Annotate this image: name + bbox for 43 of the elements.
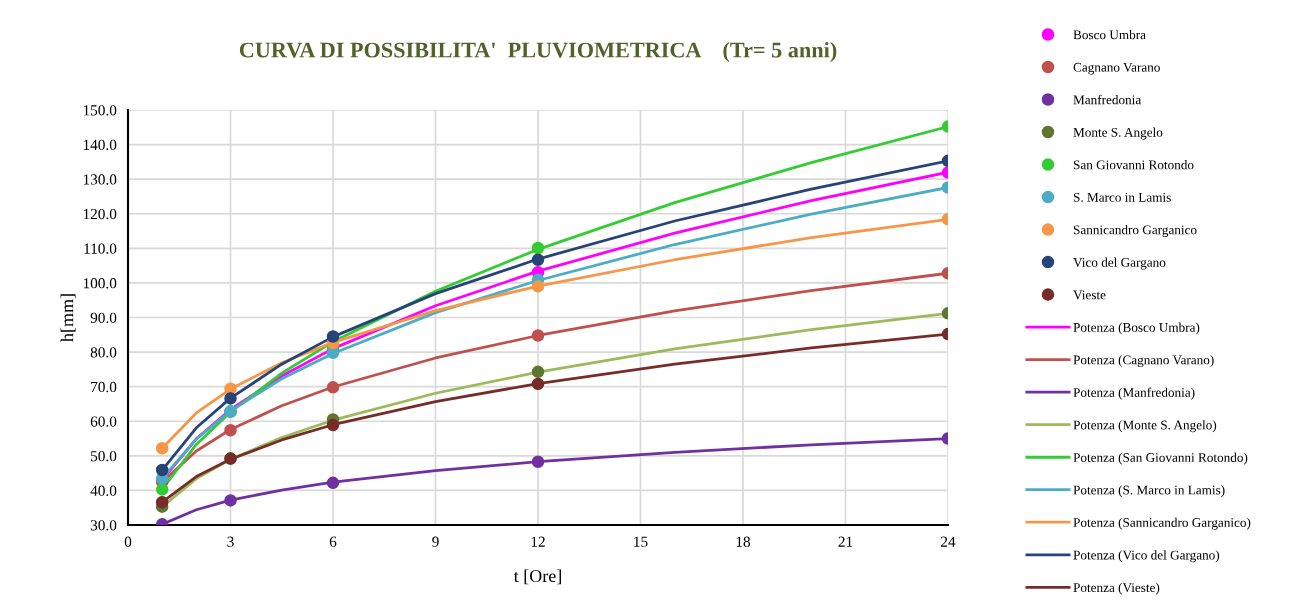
y-tick-label: 60.0 [90,416,117,427]
legend-label: Potenza (Bosco Umbra) [1073,322,1200,335]
legend-label: Cagnano Varano [1073,62,1160,75]
y-tick-label: 130.0 [83,174,117,185]
legend-label: Potenza (Vieste) [1073,582,1160,595]
chart-title: CURVA DI POSSIBILITA' PLUVIOMETRICA (Tr= 5 anni) [239,41,837,63]
y-tick-label: 30.0 [90,520,117,531]
y-tick-label: 80.0 [90,347,117,358]
x-tick-label: 9 [432,536,439,547]
legend-label: Vico del Gargano [1073,257,1166,270]
y-tick-label: 50.0 [91,450,117,462]
legend-label: Potenza (S. Marco in Lamis) [1073,485,1225,498]
legend-label: Potenza (San Giovanni Rotondo) [1073,452,1248,465]
legend-label: Manfredonia [1073,94,1142,105]
y-tick-label: 140.0 [83,139,117,151]
legend-label: Vieste [1073,290,1106,300]
legend-label: Sannicandro Garganico [1073,225,1197,238]
y-tick-label: 120.0 [83,208,117,220]
x-tick-label: 21 [838,536,853,547]
legend-label: S. Marco in Lamis [1073,192,1171,202]
x-tick-label: 24 [941,536,956,547]
legend-label: Bosco Umbra [1073,29,1146,40]
x-tick-label: 15 [634,536,648,547]
y-tick-label: 110.0 [84,243,117,254]
y-tick-label: 90.0 [90,312,117,324]
legend-label: Potenza (Monte S. Angelo) [1073,420,1217,433]
x-tick-label: 18 [736,536,751,547]
legend-label: Potenza (Manfredonia) [1073,387,1195,400]
legend-label: Monte S. Angelo [1073,127,1163,140]
x-tick-label: 0 [124,536,132,547]
y-tick-label: 100.0 [83,278,117,289]
legend-label: Potenza (Vico del Gargano) [1073,550,1220,563]
y-tick-label: 40.0 [90,485,117,496]
y-tick-label: 150.0 [83,105,117,116]
legend-label: Potenza (Sannicandro Garganico) [1073,517,1251,530]
y-axis-title: h[mm] [60,294,76,342]
x-tick-label: 3 [227,536,234,547]
x-axis-title: t [Ore] [513,569,561,585]
x-tick-label: 6 [329,536,337,547]
x-tick-label: 12 [531,536,545,547]
legend-label: San Giovanni Rotondo [1073,160,1194,170]
y-tick-label: 70.0 [91,381,117,393]
legend-label: Potenza (Cagnano Varano) [1073,355,1214,368]
